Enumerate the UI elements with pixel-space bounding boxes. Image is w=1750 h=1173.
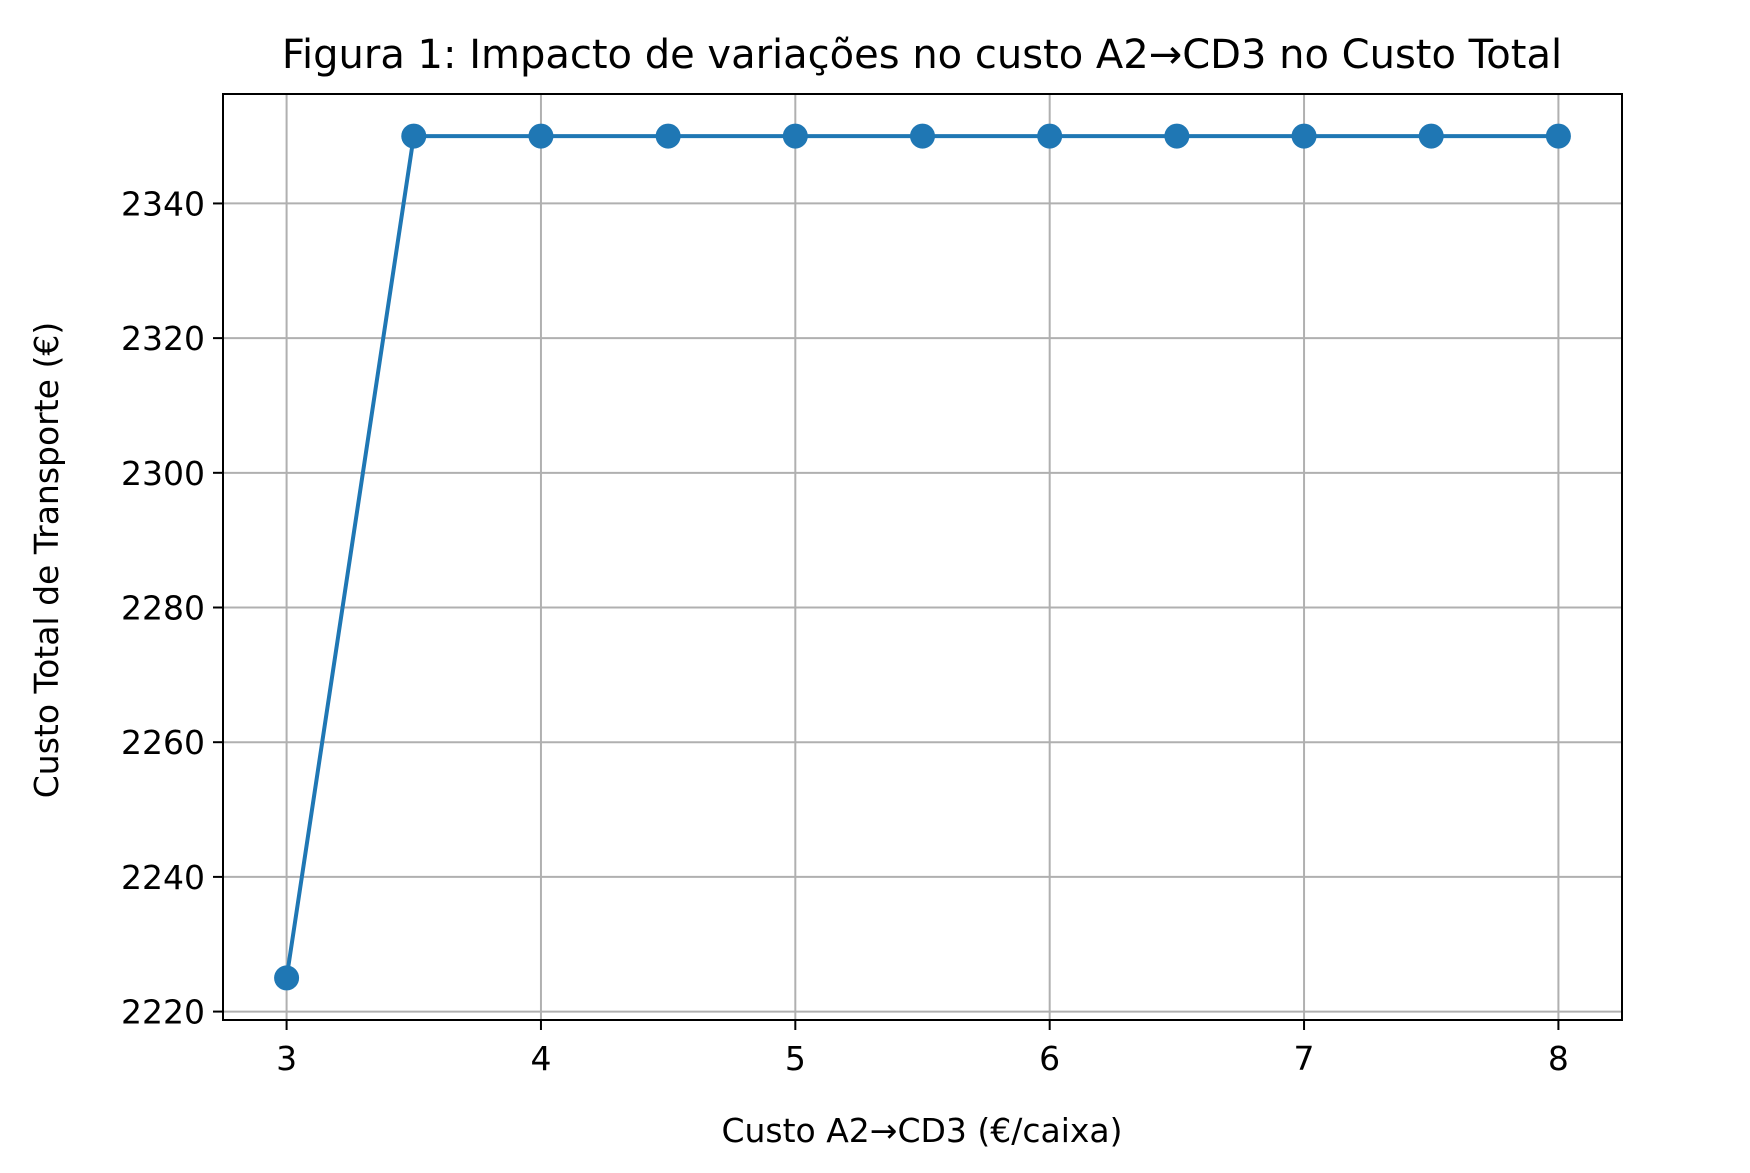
x-tick-label: 4 <box>530 1039 551 1078</box>
data-point <box>528 123 554 149</box>
y-tick-label: 2340 <box>121 184 205 223</box>
data-point <box>1291 123 1317 149</box>
y-tick-label: 2260 <box>121 723 205 762</box>
plot-frame <box>222 93 1623 1021</box>
y-axis-label: Custo Total de Transporte (€) <box>27 322 66 798</box>
y-tick-label: 2240 <box>121 858 205 897</box>
data-point <box>1545 123 1571 149</box>
x-tick-label: 8 <box>1548 1039 1569 1078</box>
data-point <box>1037 123 1063 149</box>
data-point <box>910 123 935 149</box>
y-tick-label: 2280 <box>121 589 205 628</box>
data-point <box>401 123 427 149</box>
chart-title: Figura 1: Impacto de variações no custo … <box>282 32 1562 78</box>
x-axis-label: Custo A2→CD3 (€/caixa) <box>721 1111 1122 1150</box>
y-tick-label: 2220 <box>121 993 205 1032</box>
y-tick-label: 2300 <box>121 454 205 493</box>
x-tick-label: 6 <box>1039 1039 1060 1078</box>
data-point <box>782 123 808 149</box>
data-point <box>274 965 300 991</box>
grid <box>223 94 1622 1020</box>
data-point <box>1418 123 1444 149</box>
data-point <box>655 123 681 149</box>
x-axis-ticks: 3 4 5 6 7 8 <box>276 1020 1569 1078</box>
x-tick-label: 3 <box>276 1039 297 1078</box>
y-axis-ticks: 2220 2240 2260 2280 2300 2320 2340 <box>121 184 223 1032</box>
data-point <box>1164 123 1190 149</box>
x-tick-label: 7 <box>1294 1039 1315 1078</box>
y-tick-label: 2320 <box>121 319 205 358</box>
series-layer <box>274 123 1571 991</box>
x-tick-label: 5 <box>785 1039 806 1078</box>
